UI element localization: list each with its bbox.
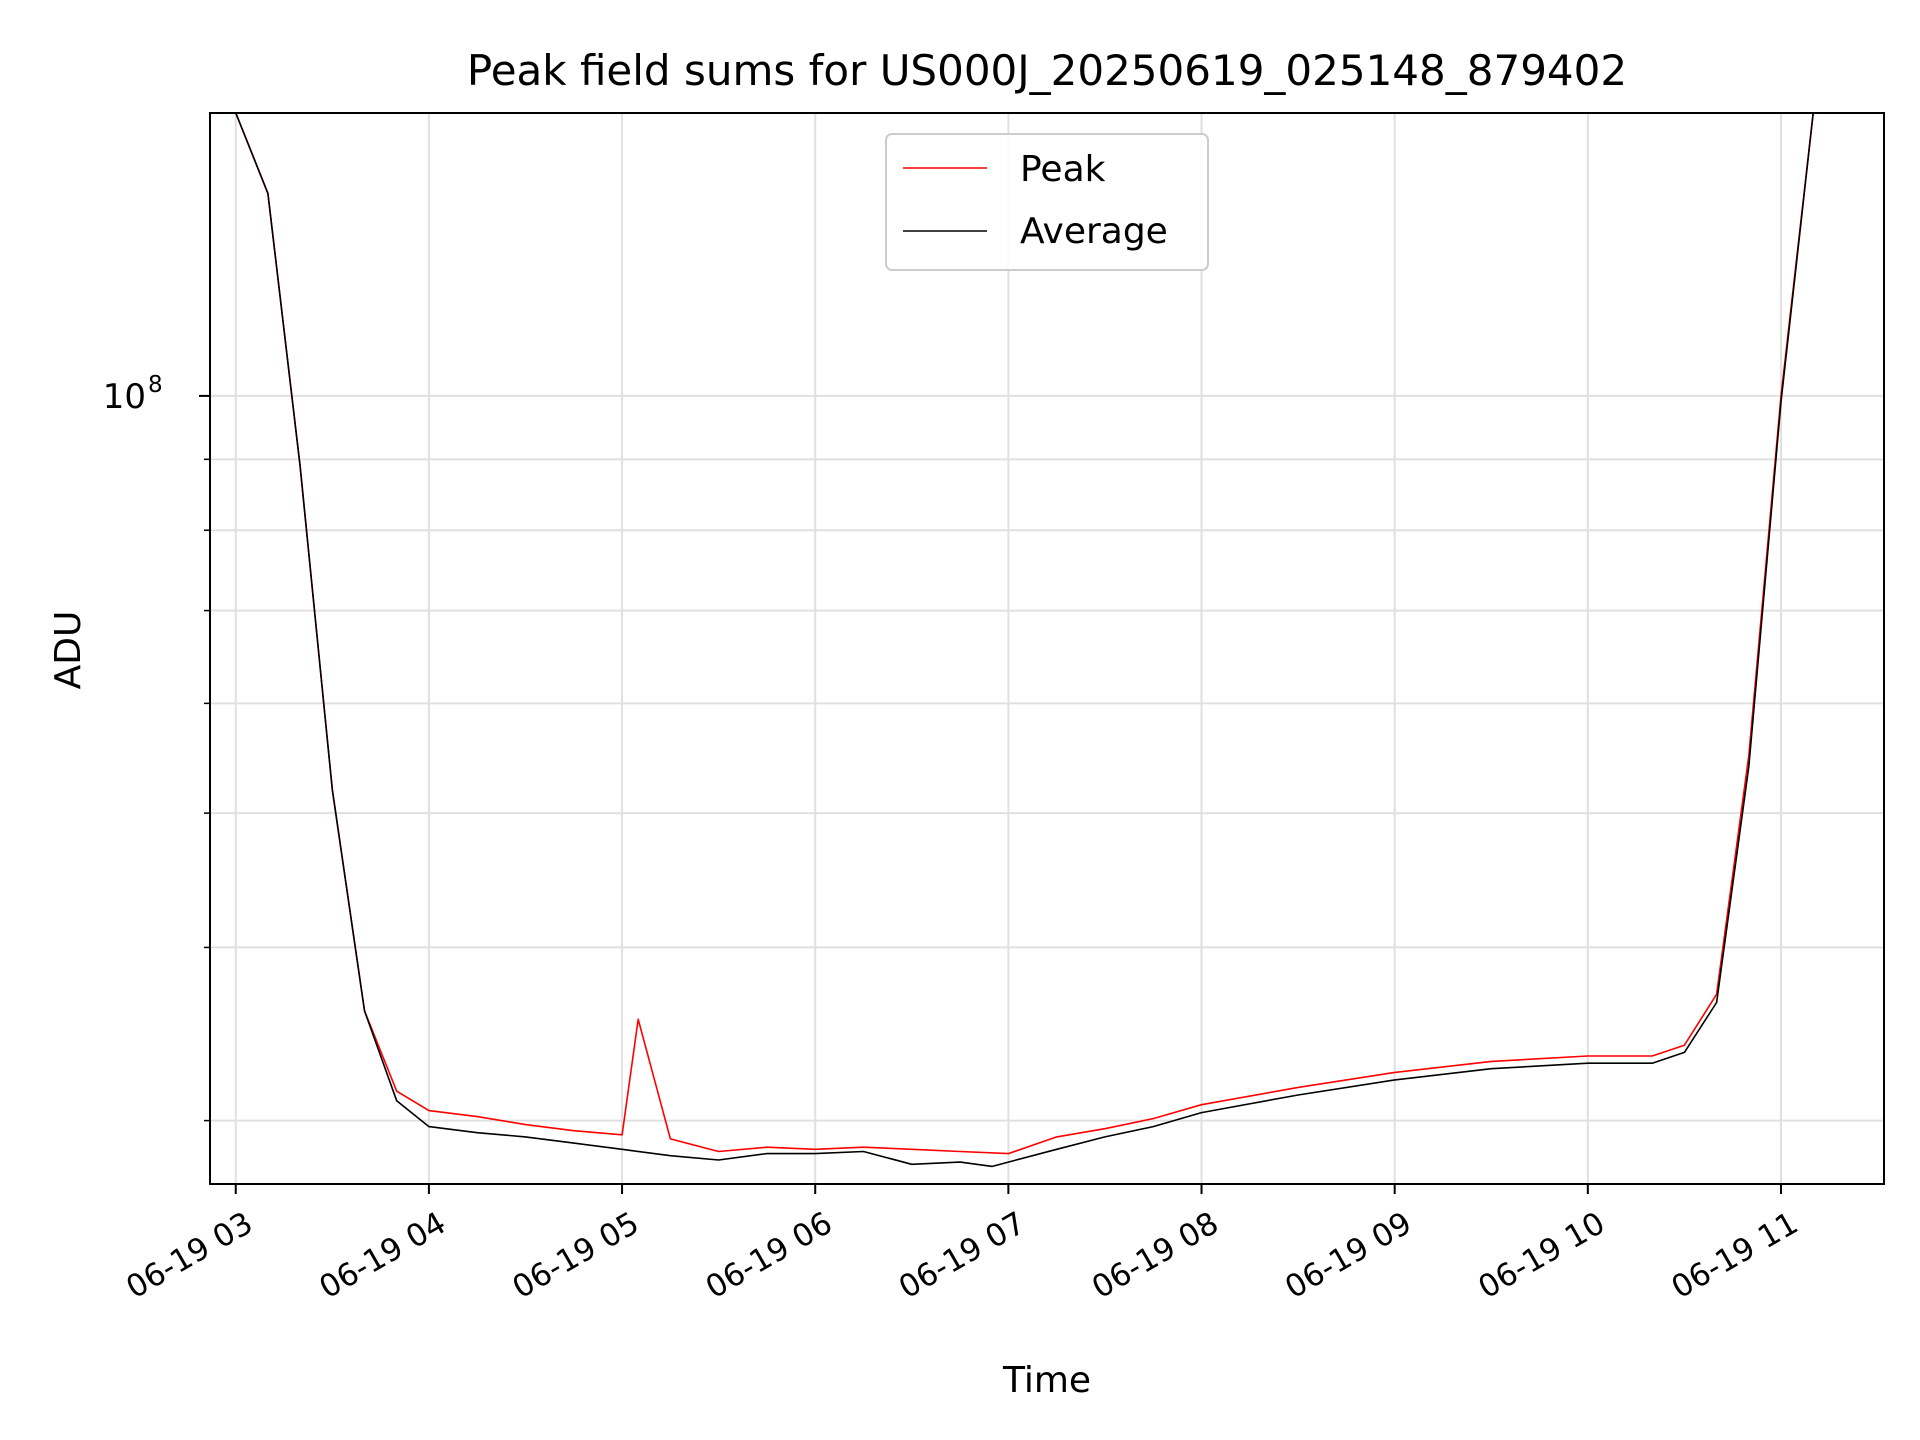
legend-label-peak: Peak — [1020, 149, 1106, 190]
legend: Peak Average — [885, 133, 1209, 271]
y-axis: 10 8 — [103, 372, 210, 1122]
x-axis-label: Time — [1002, 1360, 1091, 1401]
series-layer — [235, 113, 1814, 1168]
legend-label-average: Average — [1020, 211, 1168, 252]
y-tick-label-base: 10 — [103, 377, 146, 417]
y-axis-label: ADU — [48, 611, 89, 690]
grid — [210, 113, 1884, 1184]
chart-title: Peak field sums for US000J_20250619_0251… — [467, 46, 1627, 95]
series-line-peak — [235, 113, 1814, 1155]
y-tick-label-exponent: 8 — [148, 372, 163, 398]
series-line-average — [235, 113, 1814, 1168]
y-tick-label: 10 8 — [103, 372, 163, 417]
plot-frame — [209, 112, 1885, 1185]
